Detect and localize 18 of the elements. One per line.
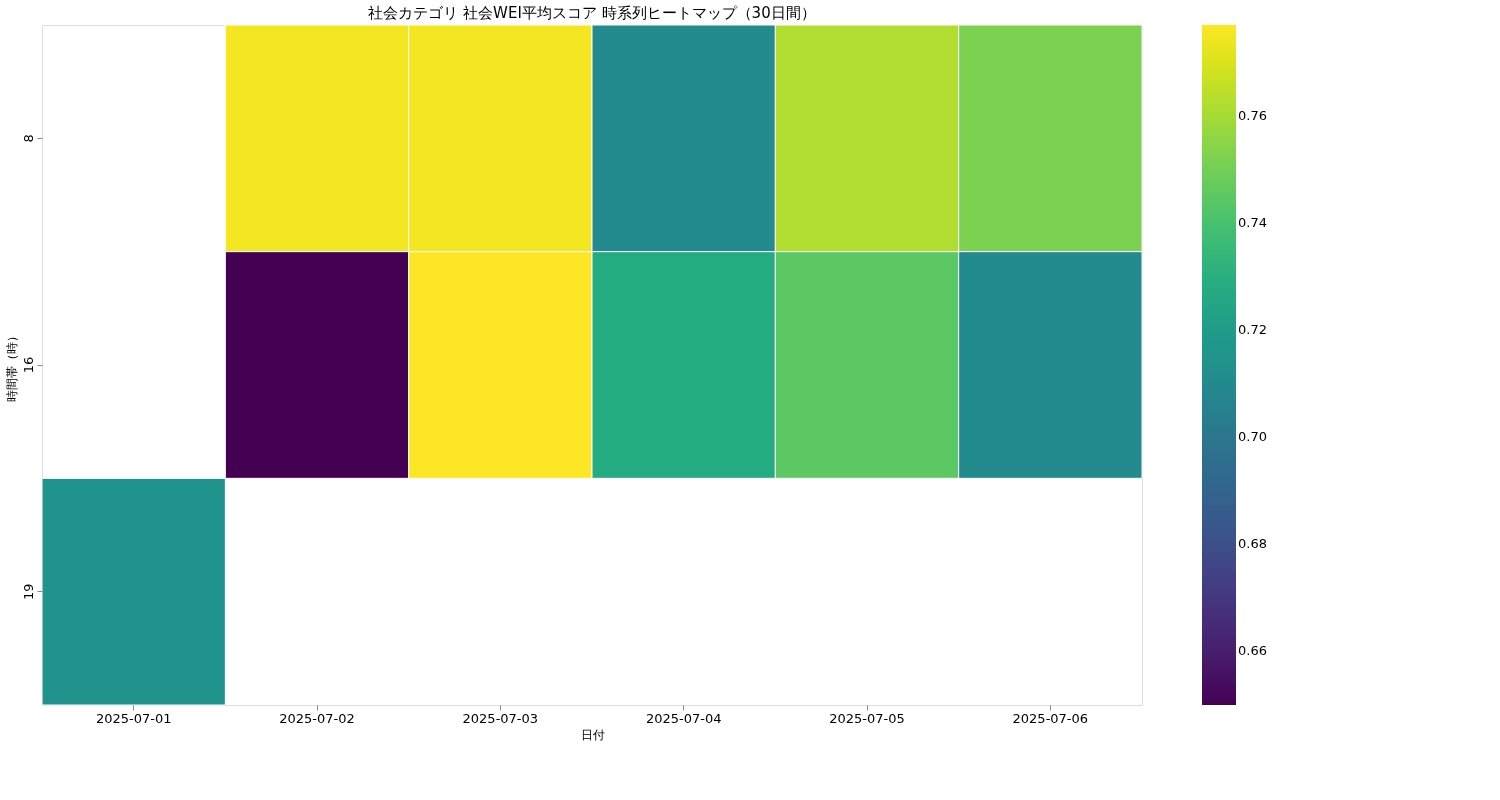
y-tick-label: 8	[20, 134, 36, 143]
y-tick-label: 19	[20, 583, 36, 600]
color-bar-label: 0.76	[1238, 108, 1267, 124]
color-bar-label: 0.70	[1238, 429, 1267, 445]
color-bar-label: 0.68	[1238, 536, 1267, 552]
x-tick-label: 2025-07-05	[829, 710, 905, 726]
color-bar-label: 0.74	[1238, 215, 1267, 231]
x-axis-title: 日付	[580, 727, 605, 742]
color-bar-label: 0.66	[1238, 643, 1267, 659]
y-tick-label: 16	[20, 356, 36, 374]
x-tick-label: 2025-07-01	[95, 710, 172, 726]
x-tick-label: 2025-07-06	[1012, 710, 1089, 726]
x-tick-label: 2025-07-02	[279, 710, 355, 726]
x-tick-label: 2025-07-04	[645, 710, 722, 726]
color-bar-label: 0.72	[1238, 322, 1267, 338]
y-axis-title: 時間帯（時）	[4, 329, 19, 402]
x-tick-label: 2025-07-03	[462, 710, 539, 726]
chart-title: 社会カテゴリ 社会WEI平均スコア 時系列ヒートマップ（30日間）	[368, 3, 816, 22]
